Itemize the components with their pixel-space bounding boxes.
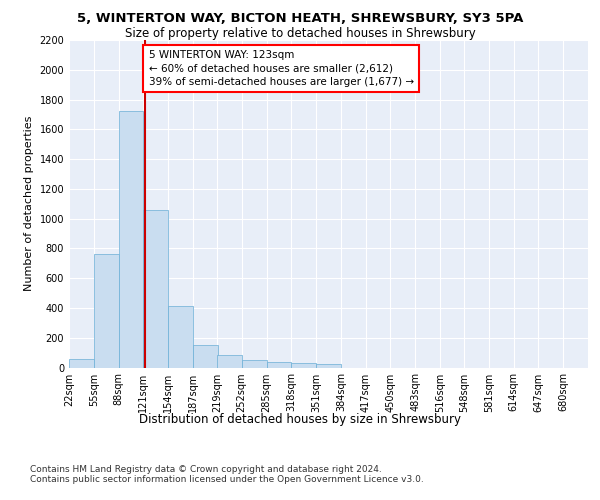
- Bar: [119, 112, 143, 368]
- Text: Contains HM Land Registry data © Crown copyright and database right 2024.
Contai: Contains HM Land Registry data © Crown c…: [30, 465, 424, 484]
- Bar: [193, 345, 218, 368]
- Bar: [266, 362, 292, 368]
- Bar: [143, 210, 168, 368]
- Bar: [94, 254, 119, 368]
- Bar: [69, 360, 94, 368]
- Text: Distribution of detached houses by size in Shrewsbury: Distribution of detached houses by size …: [139, 412, 461, 426]
- Bar: [316, 364, 341, 368]
- Y-axis label: Number of detached properties: Number of detached properties: [24, 116, 34, 292]
- Text: Size of property relative to detached houses in Shrewsbury: Size of property relative to detached ho…: [125, 28, 475, 40]
- Bar: [217, 355, 242, 368]
- Bar: [242, 360, 266, 368]
- Bar: [168, 306, 193, 368]
- Text: 5 WINTERTON WAY: 123sqm
← 60% of detached houses are smaller (2,612)
39% of semi: 5 WINTERTON WAY: 123sqm ← 60% of detache…: [149, 50, 414, 87]
- Text: 5, WINTERTON WAY, BICTON HEATH, SHREWSBURY, SY3 5PA: 5, WINTERTON WAY, BICTON HEATH, SHREWSBU…: [77, 12, 523, 26]
- Bar: [292, 363, 316, 368]
